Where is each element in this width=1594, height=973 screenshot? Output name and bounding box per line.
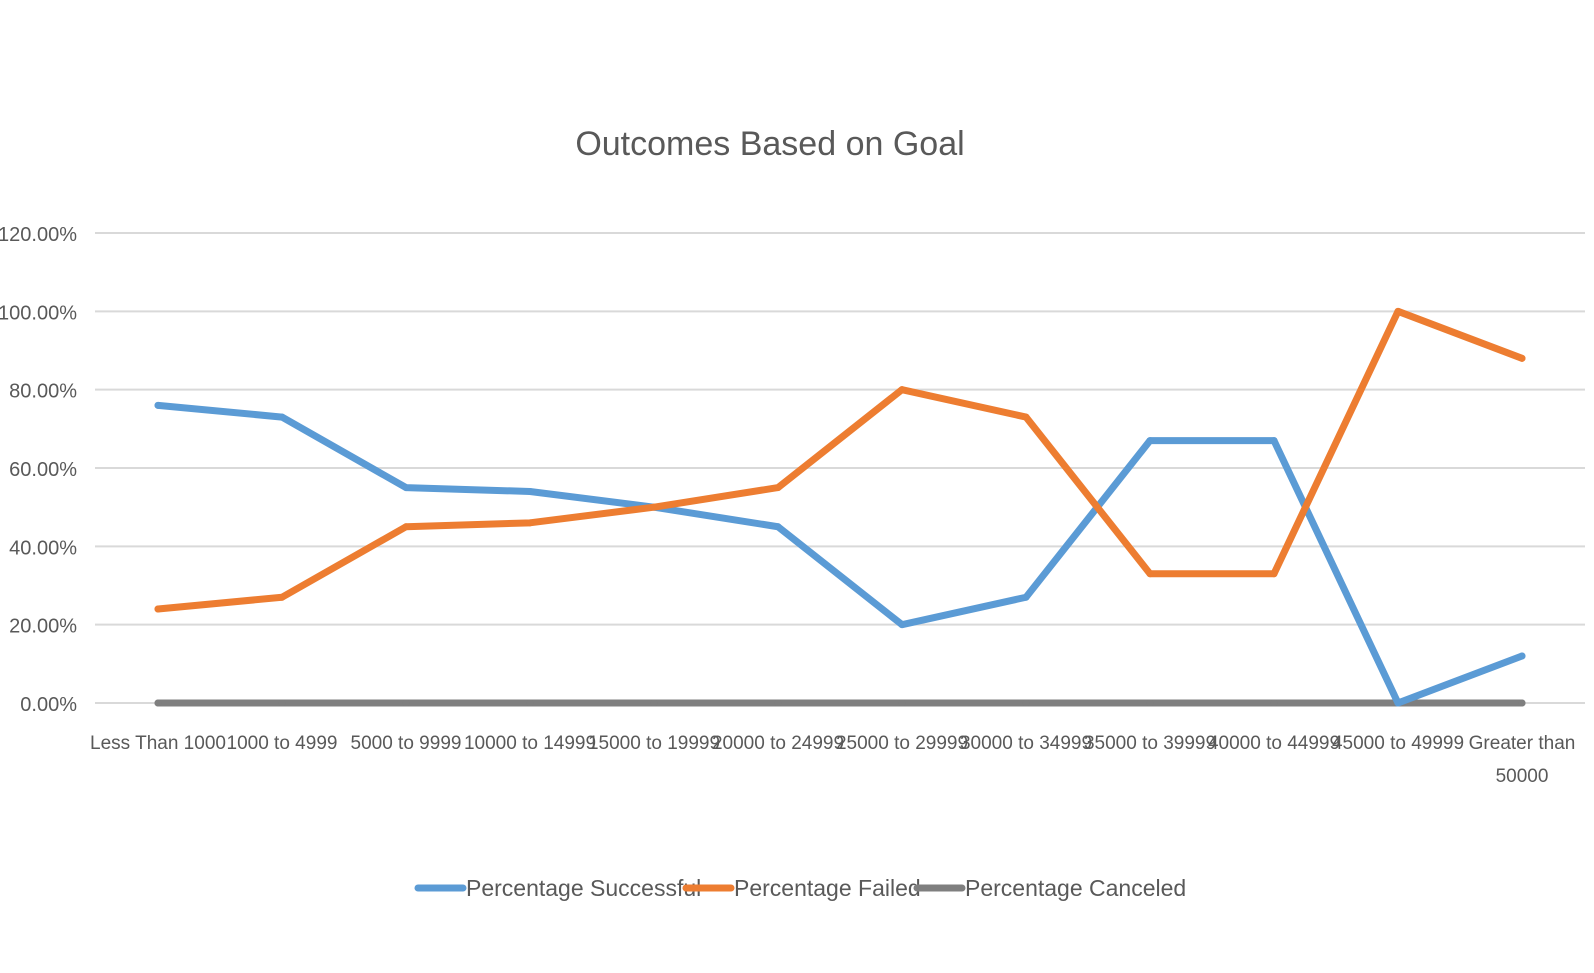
legend: Percentage Successful Percentage Failed Pe… bbox=[414, 875, 1186, 901]
data-point bbox=[1518, 354, 1526, 362]
x-tick-label: 20000 to 24999 bbox=[712, 733, 844, 754]
legend-label: Percentage Successful bbox=[466, 875, 701, 901]
x-tick-label: 45000 to 49999 bbox=[1332, 733, 1464, 754]
data-point bbox=[402, 699, 410, 707]
data-point bbox=[1146, 699, 1154, 707]
data-point bbox=[526, 519, 534, 527]
x-tick-label: 25000 to 29999 bbox=[836, 733, 968, 754]
x-tick-label: Greater than 50000 bbox=[1469, 733, 1576, 787]
x-tick-label: 5000 to 9999 bbox=[351, 733, 462, 754]
data-point bbox=[278, 593, 286, 601]
data-point bbox=[278, 699, 286, 707]
series-line-percentage-failed bbox=[154, 307, 1526, 613]
data-point bbox=[650, 503, 658, 511]
x-tick-label: 30000 to 34999 bbox=[960, 733, 1092, 754]
data-point bbox=[898, 699, 906, 707]
data-point bbox=[154, 401, 162, 409]
series-lines bbox=[154, 307, 1526, 707]
x-tick-label: 40000 to 44999 bbox=[1208, 733, 1340, 754]
x-tick-label: 1000 to 4999 bbox=[227, 733, 338, 754]
data-point bbox=[402, 523, 410, 531]
legend-label: Percentage Failed bbox=[734, 875, 921, 901]
data-point bbox=[1394, 699, 1402, 707]
y-tick-label: 0.00% bbox=[20, 694, 77, 716]
data-point bbox=[898, 621, 906, 629]
chart-title: Outcomes Based on Goal bbox=[575, 125, 964, 163]
data-point bbox=[1518, 699, 1526, 707]
data-point bbox=[526, 699, 534, 707]
y-tick-label: 120.00% bbox=[0, 224, 77, 246]
data-point bbox=[154, 605, 162, 613]
y-tick-label: 40.00% bbox=[9, 537, 77, 559]
data-point bbox=[1270, 570, 1278, 578]
y-tick-label: 100.00% bbox=[0, 302, 77, 324]
data-point bbox=[154, 699, 162, 707]
series-line-percentage-successful bbox=[154, 401, 1526, 707]
x-tick-label: 15000 to 19999 bbox=[588, 733, 720, 754]
data-point bbox=[774, 699, 782, 707]
data-point bbox=[402, 484, 410, 492]
legend-label: Percentage Canceled bbox=[965, 875, 1186, 901]
data-point bbox=[526, 488, 534, 495]
y-tick-label: 20.00% bbox=[9, 616, 77, 638]
data-point bbox=[1270, 437, 1278, 445]
gridlines bbox=[95, 232, 1585, 704]
data-point bbox=[1270, 699, 1278, 707]
data-point bbox=[278, 413, 286, 421]
x-tick-label: Less Than 1000 bbox=[90, 733, 226, 754]
y-tick-label: 80.00% bbox=[9, 381, 77, 403]
data-point bbox=[1518, 652, 1526, 660]
data-point bbox=[1394, 307, 1402, 315]
data-point bbox=[1022, 699, 1030, 707]
data-point bbox=[1022, 413, 1030, 421]
x-tick-label: 35000 to 39999 bbox=[1084, 733, 1216, 754]
y-tick-label: 60.00% bbox=[9, 459, 77, 481]
data-point bbox=[774, 523, 782, 531]
x-axis-ticks: Less Than 1000 1000 to 4999 5000 to 9999 10… bbox=[90, 733, 1575, 787]
y-axis-ticks: 0.00% 20.00% 40.00% 60.00% 80.00% 100.00% 120.… bbox=[0, 224, 77, 716]
data-point bbox=[1146, 570, 1154, 578]
x-tick-label: 10000 to 14999 bbox=[464, 733, 596, 754]
data-point bbox=[898, 386, 906, 394]
data-point bbox=[1146, 437, 1154, 445]
data-point bbox=[1022, 593, 1030, 601]
data-point bbox=[774, 484, 782, 492]
data-point bbox=[650, 699, 658, 707]
